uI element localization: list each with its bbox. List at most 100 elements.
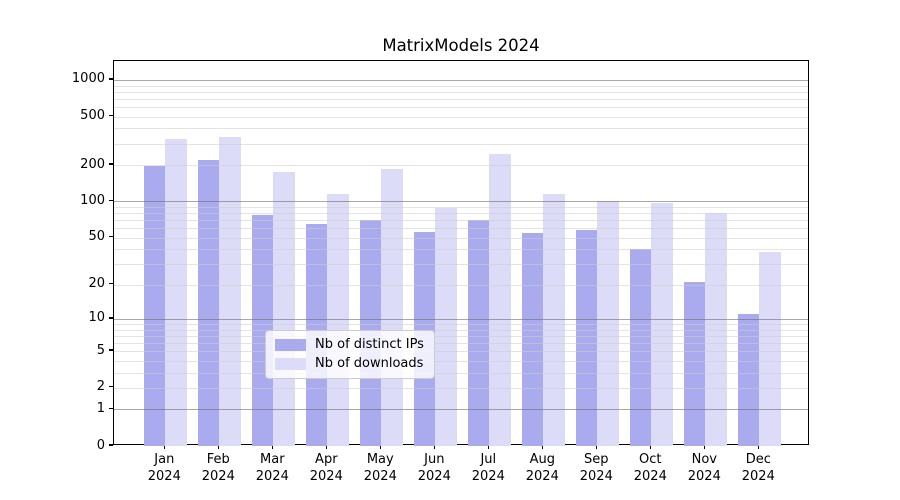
bar-downloads-may [381, 169, 403, 446]
legend-swatch-distinct-ips [275, 339, 306, 351]
bar-downloads-nov [705, 212, 727, 446]
bar-downloads-feb [219, 137, 241, 446]
minor-gridline [114, 360, 808, 362]
y-tick-mark [109, 163, 113, 165]
x-tick-mark [541, 445, 543, 449]
minor-gridline [114, 237, 808, 239]
x-tick-label: Apr 2024 [309, 452, 343, 484]
x-tick-label: Mar 2024 [255, 452, 289, 484]
x-tick-mark [433, 445, 435, 449]
x-tick-label: May 2024 [363, 452, 397, 484]
bar-downloads-sep [597, 200, 619, 446]
y-tick-label: 0 [96, 437, 105, 453]
x-tick-label: Jun 2024 [417, 452, 451, 484]
y-tick-mark [109, 236, 113, 238]
major-gridline [114, 79, 808, 81]
y-tick-label: 5 [96, 342, 105, 358]
minor-gridline [114, 387, 808, 389]
legend-item-downloads: Nb of downloads [275, 357, 424, 371]
minor-gridline [114, 91, 808, 93]
y-tick-mark [109, 349, 113, 351]
y-tick-label: 100 [80, 192, 105, 208]
minor-gridline [114, 372, 808, 374]
y-tick-label: 2 [96, 379, 105, 395]
bar-distinct-ips-dec [737, 314, 760, 446]
x-tick-mark [703, 445, 705, 449]
x-tick-label: Aug 2024 [525, 452, 559, 484]
legend-item-distinct-ips: Nb of distinct IPs [275, 338, 424, 352]
bar-distinct-ips-aug [521, 232, 544, 446]
bar-downloads-dec [759, 251, 781, 446]
minor-gridline [114, 206, 808, 208]
y-tick-label: 10 [88, 310, 105, 326]
minor-gridline [114, 228, 808, 230]
legend: Nb of distinct IPs Nb of downloads [265, 330, 435, 379]
x-tick-label: Dec 2024 [741, 452, 775, 484]
x-tick-mark [325, 445, 327, 449]
bar-downloads-apr [327, 194, 349, 446]
x-tick-label: Sep 2024 [579, 452, 613, 484]
x-tick-mark [217, 445, 219, 449]
x-tick-mark [487, 445, 489, 449]
bar-distinct-ips-sep [575, 229, 598, 446]
bar-downloads-jan [165, 138, 187, 446]
minor-gridline [114, 85, 808, 87]
minor-gridline [114, 351, 808, 353]
y-tick-mark [109, 199, 113, 202]
y-tick-label: 50 [88, 229, 105, 245]
minor-gridline [114, 284, 808, 286]
bar-distinct-ips-jul [467, 220, 490, 446]
bar-distinct-ips-oct [629, 249, 652, 446]
y-tick-label: 1 [96, 400, 105, 416]
chart-title: MatrixModels 2024 [382, 36, 540, 55]
y-tick-mark [109, 407, 113, 409]
bar-downloads-aug [543, 194, 565, 446]
y-tick-mark [109, 283, 113, 285]
bar-downloads-jul [489, 153, 511, 446]
y-tick-label: 1000 [71, 71, 105, 87]
legend-label-downloads: Nb of downloads [315, 356, 424, 371]
bar-downloads-jun [435, 207, 457, 446]
minor-gridline [114, 128, 808, 130]
plot-area [113, 60, 809, 446]
minor-gridline [114, 329, 808, 331]
x-tick-mark [595, 445, 597, 449]
minor-gridline [114, 342, 808, 344]
x-tick-mark [757, 445, 759, 449]
minor-gridline [114, 106, 808, 108]
major-gridline [114, 201, 808, 203]
minor-gridline [114, 264, 808, 266]
bar-distinct-ips-feb [197, 159, 220, 446]
x-tick-mark [649, 445, 651, 449]
minor-gridline [114, 249, 808, 251]
minor-gridline [114, 324, 808, 325]
y-tick-label: 500 [80, 108, 105, 124]
minor-gridline [114, 213, 808, 215]
legend-swatch-downloads [275, 358, 306, 370]
minor-gridline [114, 165, 808, 166]
x-tick-label: Oct 2024 [633, 452, 667, 484]
x-tick-label: Jul 2024 [471, 452, 505, 484]
x-tick-label: Nov 2024 [687, 452, 721, 484]
y-tick-mark [109, 115, 113, 117]
bar-distinct-ips-nov [683, 282, 706, 446]
y-tick-mark [109, 78, 113, 80]
x-tick-label: Feb 2024 [201, 452, 235, 484]
y-tick-mark [109, 444, 113, 446]
y-tick-mark [109, 317, 113, 319]
minor-gridline [114, 335, 808, 337]
x-tick-label: Jan 2024 [147, 452, 181, 484]
y-tick-label: 20 [88, 276, 105, 292]
y-tick-label: 200 [80, 156, 105, 172]
minor-gridline [114, 116, 808, 118]
legend-label-distinct-ips: Nb of distinct IPs [315, 337, 424, 352]
x-tick-mark [379, 445, 381, 449]
minor-gridline [114, 220, 808, 222]
major-gridline [114, 409, 808, 411]
bar-distinct-ips-jan [143, 166, 166, 446]
y-tick-mark [109, 386, 113, 388]
x-tick-mark [271, 445, 273, 449]
major-gridline [114, 318, 808, 320]
minor-gridline [114, 143, 808, 145]
